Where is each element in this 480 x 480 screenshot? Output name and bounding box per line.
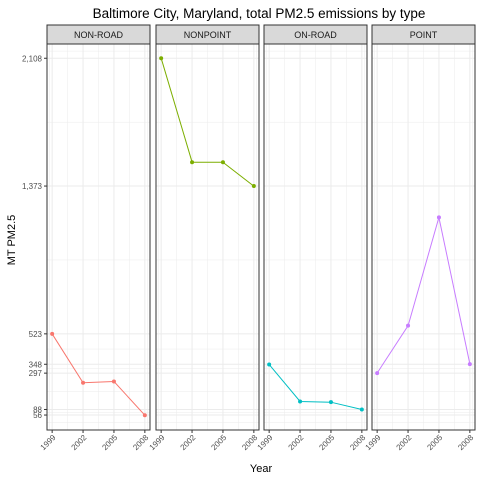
y-tick-label: 297 [29,369,43,378]
data-point [190,160,195,165]
facet-panel: NON-ROAD 1999 2002 2005 2008 [39,24,151,452]
series-line [51,333,146,416]
x-tick-label: 2005 [425,433,444,452]
y-tick-label: 56 [33,411,42,420]
facet-strip-label: ON-ROAD [294,30,337,40]
data-point [436,215,441,220]
data-point [220,160,225,165]
series-line [376,217,471,374]
x-tick-label: 1999 [148,433,167,452]
facet-panel: NONPOINT 1999 2002 2005 2008 [148,24,260,452]
x-tick-label: 1999 [364,433,383,452]
chart-title: Baltimore City, Maryland, total PM2.5 em… [93,6,426,21]
series-line [160,58,255,187]
x-tick-label: 2002 [395,433,414,452]
data-point [81,380,86,385]
data-point [467,362,472,367]
facet-panel: POINT 1999 2002 2005 2008 [364,24,476,452]
x-tick-label: 2008 [456,433,475,452]
facet-panel: ON-ROAD 1999 2002 2005 2008 [256,24,368,452]
x-tick-label: 2005 [317,433,336,452]
y-axis-title: MT PM2.5 [6,215,18,266]
y-tick-label: 2,108 [22,54,43,63]
data-point [159,56,164,61]
x-tick-label: 1999 [256,433,275,452]
x-tick-label: 2005 [100,433,119,452]
data-point [267,362,272,367]
x-tick-label: 2005 [209,433,228,452]
y-tick-label: 348 [29,360,43,369]
data-point [111,379,116,384]
data-point [406,323,411,328]
facet-strip-label: NON-ROAD [74,30,123,40]
x-tick-label: 2008 [131,433,150,452]
x-tick-label: 2002 [179,433,198,452]
y-tick-label: 88 [33,405,42,414]
y-tick-label: 523 [29,330,43,339]
x-tick-label: 2008 [348,433,367,452]
x-tick-label: 2002 [70,433,89,452]
facet-strip [263,24,368,45]
facet-strip [371,24,476,45]
facet-strip-label: NONPOINT [184,30,232,40]
data-point [50,331,55,336]
facet-strip [46,24,151,45]
x-axis-title: Year [250,463,273,475]
y-tick-label: 1,373 [22,182,43,191]
data-point [142,413,147,418]
facet-strip-label: POINT [410,30,438,40]
data-point [359,407,364,412]
facet-strip [155,24,260,45]
data-point [328,400,333,405]
data-point [298,399,303,404]
facet-panels: NON-ROAD 1999 2002 2005 2008 NONPOINT 1999 2002… [39,24,476,452]
data-point [375,371,380,376]
series-line [268,364,363,410]
data-point [251,184,256,189]
x-tick-label: 2002 [287,433,306,452]
x-tick-label: 2008 [240,433,259,452]
x-tick-label: 1999 [39,433,58,452]
